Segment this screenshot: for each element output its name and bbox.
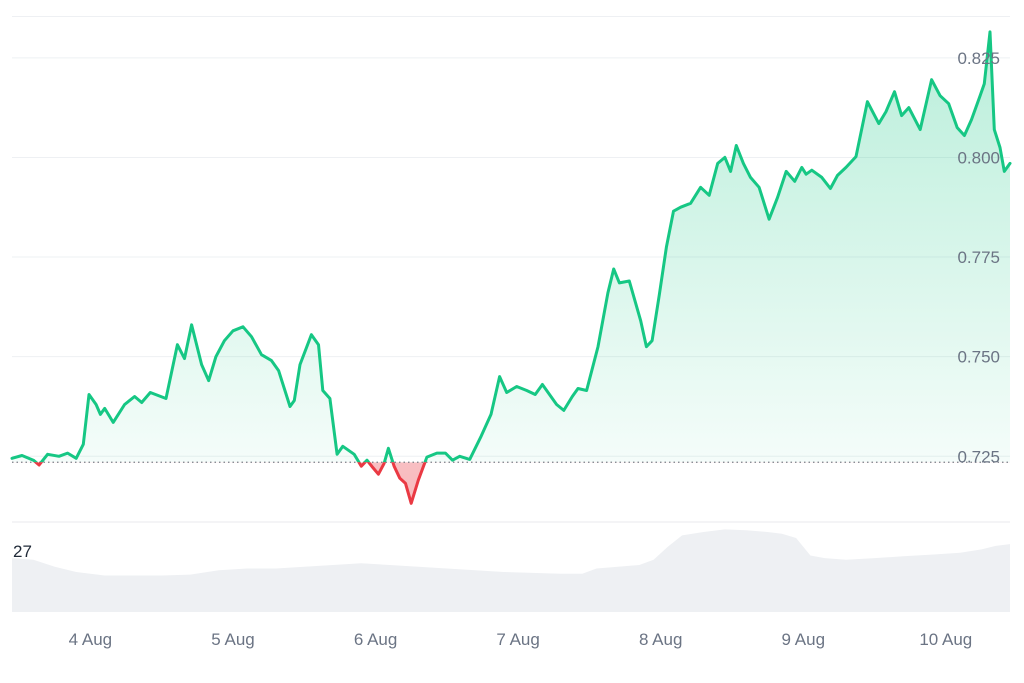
x-tick-label: 4 Aug: [69, 630, 113, 649]
x-tick-label: 9 Aug: [782, 630, 826, 649]
y-tick-label: 0.800: [957, 148, 1000, 167]
y-tick-label: 0.750: [957, 348, 1000, 367]
y-axis-labels: 0.725 0.750 0.775 0.800 0.825: [957, 49, 1000, 466]
y-tick-label: 0.725: [957, 447, 1000, 466]
x-tick-label: 10 Aug: [919, 630, 972, 649]
price-line-above: [10, 30, 1012, 463]
x-tick-label: 5 Aug: [211, 630, 255, 649]
x-tick-label: 6 Aug: [354, 630, 398, 649]
plot-frame-top: [12, 16, 1010, 17]
price-area-fills: [12, 31, 1010, 504]
price-lines: [10, 30, 1012, 505]
x-axis-labels: 4 Aug 5 Aug 6 Aug 7 Aug 8 Aug 9 Aug 10 Aug: [69, 630, 973, 649]
x-tick-label: 7 Aug: [496, 630, 540, 649]
area-above-baseline: [12, 31, 1010, 463]
y-tick-label: 0.825: [957, 49, 1000, 68]
volume-area: [12, 529, 1010, 612]
x-tick-label: 8 Aug: [639, 630, 683, 649]
y-tick-label: 0.775: [957, 248, 1000, 267]
volume-label: 27: [13, 542, 32, 561]
